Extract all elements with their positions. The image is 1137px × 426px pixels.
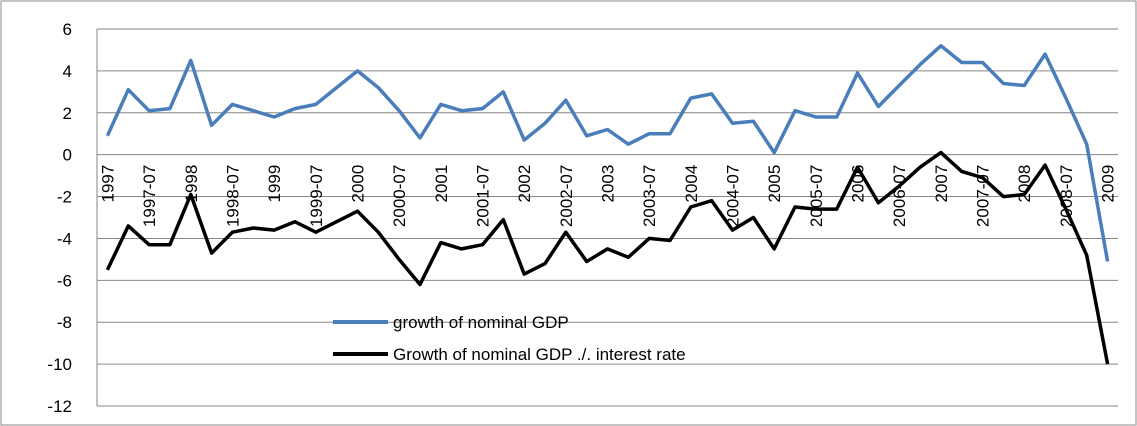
- x-tick-label: 2002-07: [557, 165, 576, 227]
- y-tick-label: -4: [57, 229, 72, 248]
- data-line: [105, 150, 1110, 365]
- y-tick-label: -12: [47, 397, 72, 416]
- x-tick-label: 1997: [98, 165, 117, 203]
- x-tick-label: 1999-07: [307, 165, 326, 227]
- x-tick-label: 2001: [432, 165, 451, 203]
- x-tick-label: 2002: [515, 165, 534, 203]
- y-tick-label: -6: [57, 271, 72, 290]
- x-tick-label: 2005: [765, 165, 784, 203]
- x-tick-label: 2009: [1099, 165, 1118, 203]
- x-tick-label: 2000: [348, 165, 367, 203]
- x-tick-label: 2003: [599, 165, 618, 203]
- data-line: [105, 44, 1110, 262]
- x-tick-label: 1999: [265, 165, 284, 203]
- y-tick-label: 2: [63, 104, 72, 123]
- x-tick-label: 2005-07: [807, 165, 826, 227]
- x-tick-label: 2008: [1015, 165, 1034, 203]
- y-tick-label: 0: [63, 146, 72, 165]
- x-tick-label: 2000-07: [390, 165, 409, 227]
- x-tick-label: 2004: [682, 165, 701, 203]
- legend-label: growth of nominal GDP: [393, 313, 569, 332]
- x-tick-label: 2003-07: [640, 165, 659, 227]
- legend-label: Growth of nominal GDP ./. interest rate: [393, 345, 686, 364]
- x-tick-label: 1997-07: [140, 165, 159, 227]
- y-tick-label: -8: [57, 313, 72, 332]
- x-tick-label: 1998-07: [223, 165, 242, 227]
- y-tick-label: -2: [57, 188, 72, 207]
- x-tick-label: 2007: [932, 165, 951, 203]
- x-tick-label: 2006-07: [890, 165, 909, 227]
- y-tick-label: 4: [63, 62, 72, 81]
- x-tick-label: 2004-07: [724, 165, 743, 227]
- y-tick-label: 6: [63, 20, 72, 39]
- x-tick-label: 2008-07: [1057, 165, 1076, 227]
- y-tick-label: -10: [47, 355, 72, 374]
- x-tick-label: 1998: [182, 165, 201, 203]
- x-tick-label: 2001-07: [473, 165, 492, 227]
